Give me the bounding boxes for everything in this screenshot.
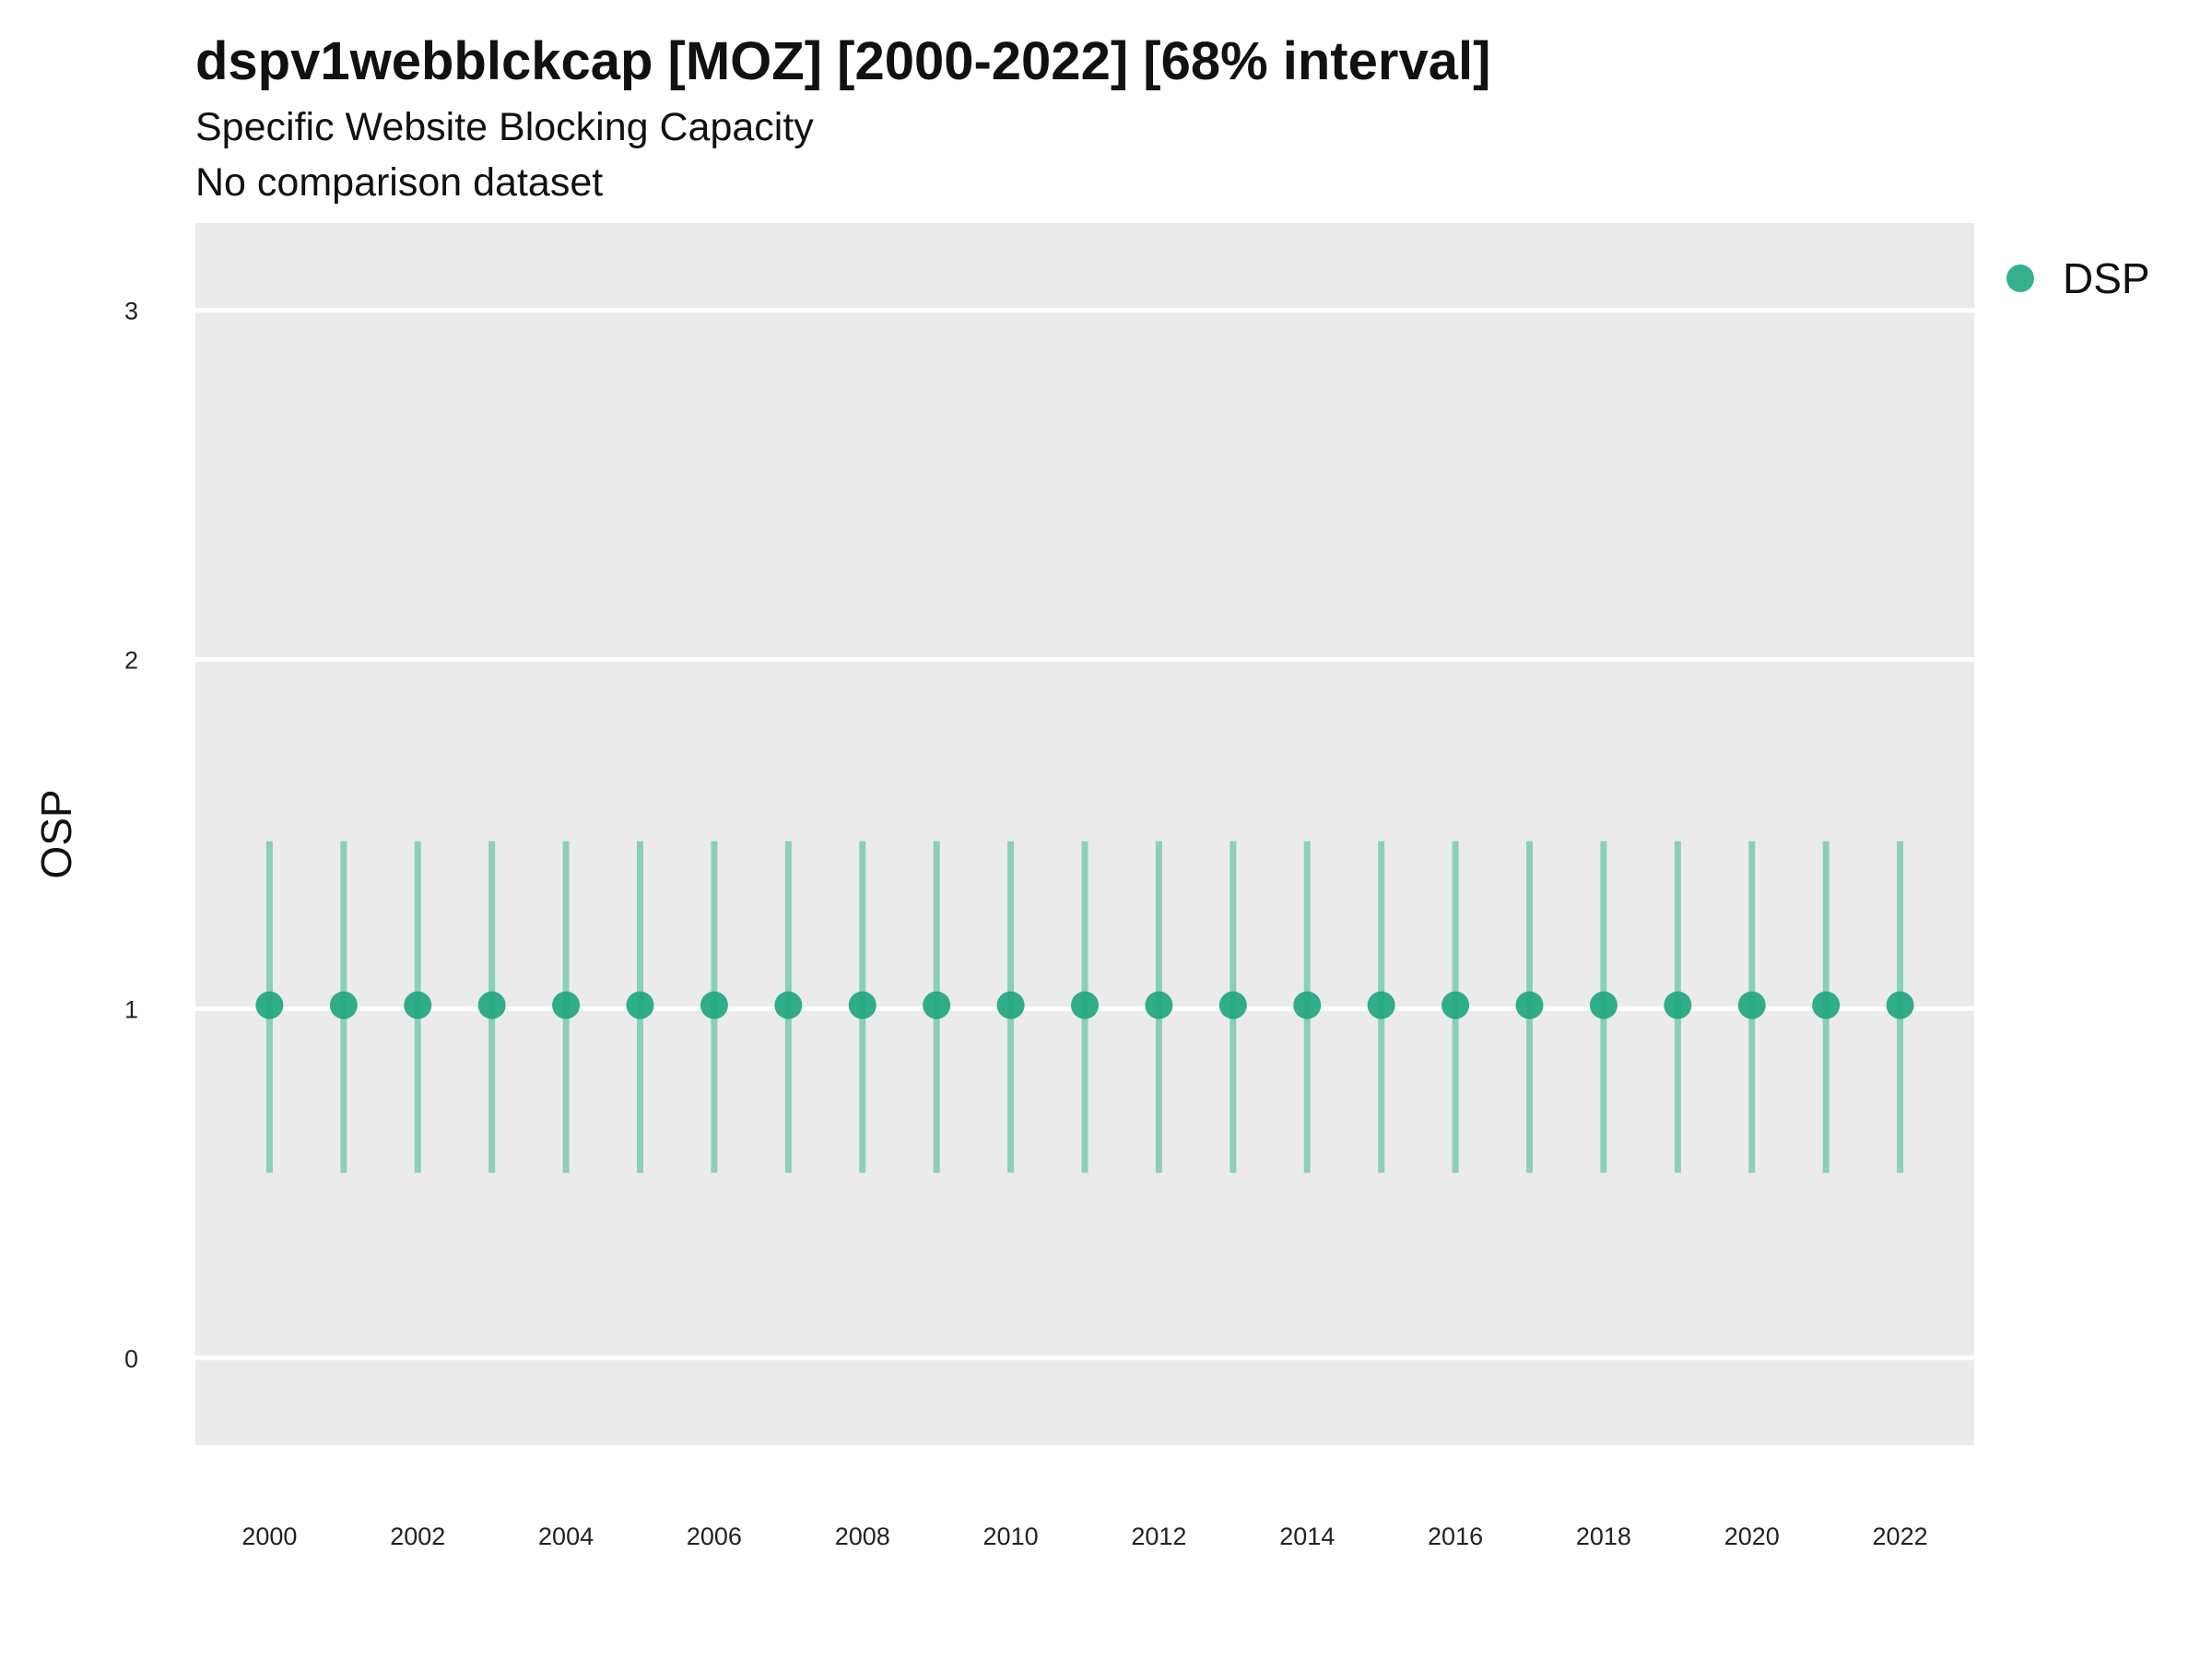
data-point-2013 — [1218, 991, 1247, 1019]
legend-label-dsp: DSP — [2063, 254, 2150, 302]
legend: DSP — [2006, 254, 2150, 302]
data-point-2022 — [1886, 991, 1914, 1019]
data-point-2016 — [1441, 991, 1470, 1019]
x-tick-label-2012: 2012 — [1131, 1523, 1186, 1550]
data-point-2007 — [774, 991, 803, 1019]
point-markers — [255, 991, 1914, 1019]
x-tick-label-2020: 2020 — [1724, 1523, 1780, 1550]
y-tick-labels: 0 1 2 3 — [124, 298, 138, 1373]
data-point-2012 — [1145, 991, 1173, 1019]
x-tick-label-2002: 2002 — [390, 1523, 445, 1550]
data-point-2005 — [626, 991, 654, 1019]
x-tick-label-2018: 2018 — [1576, 1523, 1631, 1550]
y-tick-label-1: 1 — [124, 995, 138, 1023]
data-point-2009 — [923, 991, 951, 1019]
data-point-2008 — [848, 991, 877, 1019]
data-point-2001 — [329, 991, 358, 1019]
plot-panel — [195, 223, 1974, 1445]
y-axis-label: OSP — [32, 789, 80, 878]
data-point-2014 — [1293, 991, 1322, 1019]
data-point-2000 — [255, 991, 284, 1019]
data-point-2011 — [1071, 991, 1099, 1019]
data-point-2015 — [1367, 991, 1395, 1019]
chart-title: dspv1webblckcap [MOZ] [2000-2022] [68% i… — [195, 31, 1491, 91]
data-point-2010 — [996, 991, 1025, 1019]
data-point-2006 — [700, 991, 728, 1019]
x-tick-label-2006: 2006 — [687, 1523, 742, 1550]
y-tick-label-2: 2 — [124, 647, 138, 675]
chart-comparison-note: No comparison dataset — [195, 160, 604, 205]
x-tick-label-2008: 2008 — [835, 1523, 890, 1550]
x-tick-label-2000: 2000 — [241, 1523, 297, 1550]
x-tick-label-2004: 2004 — [538, 1523, 594, 1550]
x-tick-label-2016: 2016 — [1428, 1523, 1483, 1550]
x-tick-label-2022: 2022 — [1873, 1523, 1928, 1550]
legend-marker-dsp — [2006, 265, 2034, 292]
data-point-2002 — [404, 991, 432, 1019]
data-point-2017 — [1515, 991, 1544, 1019]
data-point-2020 — [1737, 991, 1766, 1019]
x-tick-labels: 2000 2002 2004 2006 2008 2010 2012 2014 2016 2018… — [241, 1523, 1927, 1550]
x-tick-label-2014: 2014 — [1279, 1523, 1335, 1550]
x-tick-label-2010: 2010 — [983, 1523, 1039, 1550]
y-tick-label-3: 3 — [124, 298, 138, 325]
data-point-2018 — [1589, 991, 1618, 1019]
data-point-2003 — [477, 991, 506, 1019]
data-point-2004 — [552, 991, 581, 1019]
chart-subtitle: Specific Website Blocking Capacity — [195, 105, 814, 149]
data-point-2021 — [1812, 991, 1841, 1019]
y-tick-label-0: 0 — [124, 1345, 138, 1372]
data-point-2019 — [1664, 991, 1692, 1019]
